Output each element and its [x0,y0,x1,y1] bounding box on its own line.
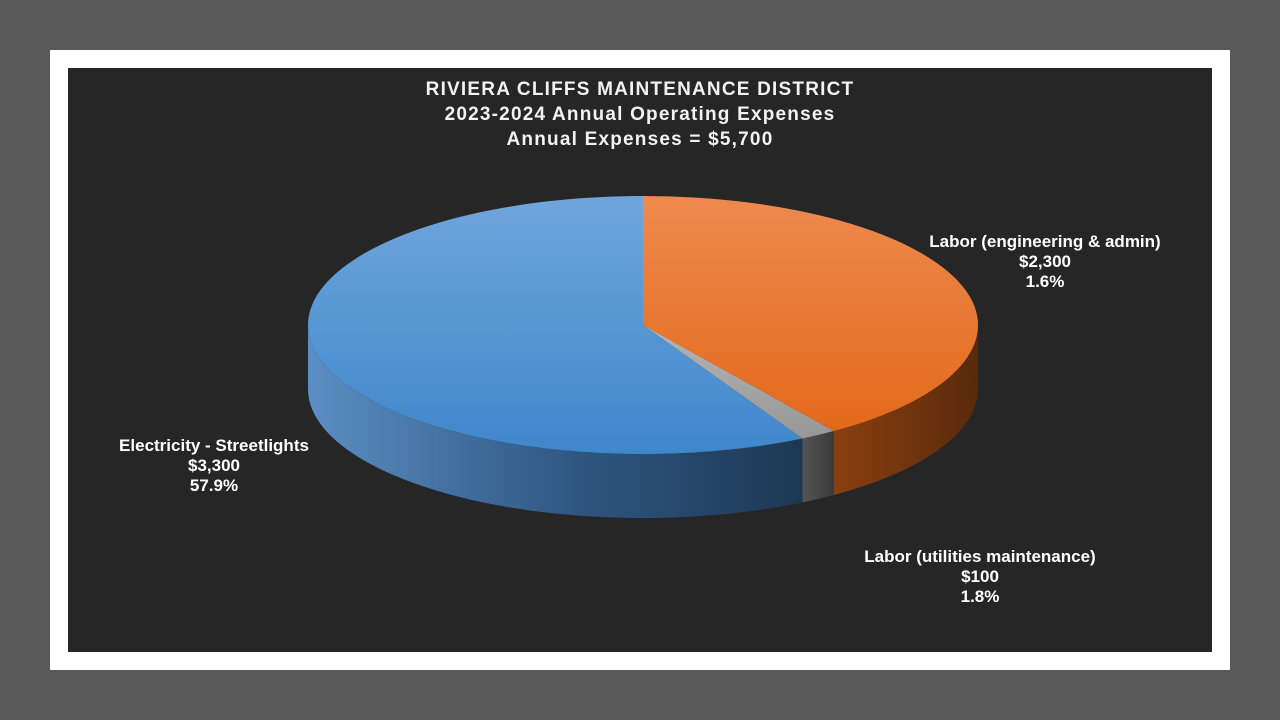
chart-subtitle-total: Annual Expenses = $5,700 [506,129,774,150]
slice-value: $2,300 [1019,252,1071,271]
slice-value: $100 [961,567,999,586]
chart-subtitle: 2023-2024 Annual Operating Expenses [444,104,836,125]
slice-engineering-side [833,325,978,496]
slice-label-utilities: Labor (utilities maintenance) $100 1.8% [835,547,1125,607]
slice-utilities-side [802,431,834,503]
pie-tops [308,196,978,454]
slice-name: Electricity - Streetlights [119,436,309,455]
slice-value: $3,300 [188,456,240,475]
slice-percent: 1.6% [1025,272,1065,291]
slice-electricity [308,196,803,454]
slice-name: Labor (utilities maintenance) [864,547,1096,566]
slice-utilities [643,325,834,439]
slice-electricity-side [308,325,803,518]
slice-label-electricity: Electricity - Streetlights $3,300 57.9% [94,436,334,496]
chart-title: RIVIERA CLIFFS MAINTENANCE DISTRICT [425,79,855,100]
slice-label-engineering: Labor (engineering & admin) $2,300 1.6% [900,232,1190,292]
slice-percent: 57.9% [189,476,239,495]
slice-percent: 1.8% [960,587,1000,606]
slice-engineering [643,196,978,432]
slice-name: Labor (engineering & admin) [929,232,1161,251]
pie-sides [308,325,978,518]
